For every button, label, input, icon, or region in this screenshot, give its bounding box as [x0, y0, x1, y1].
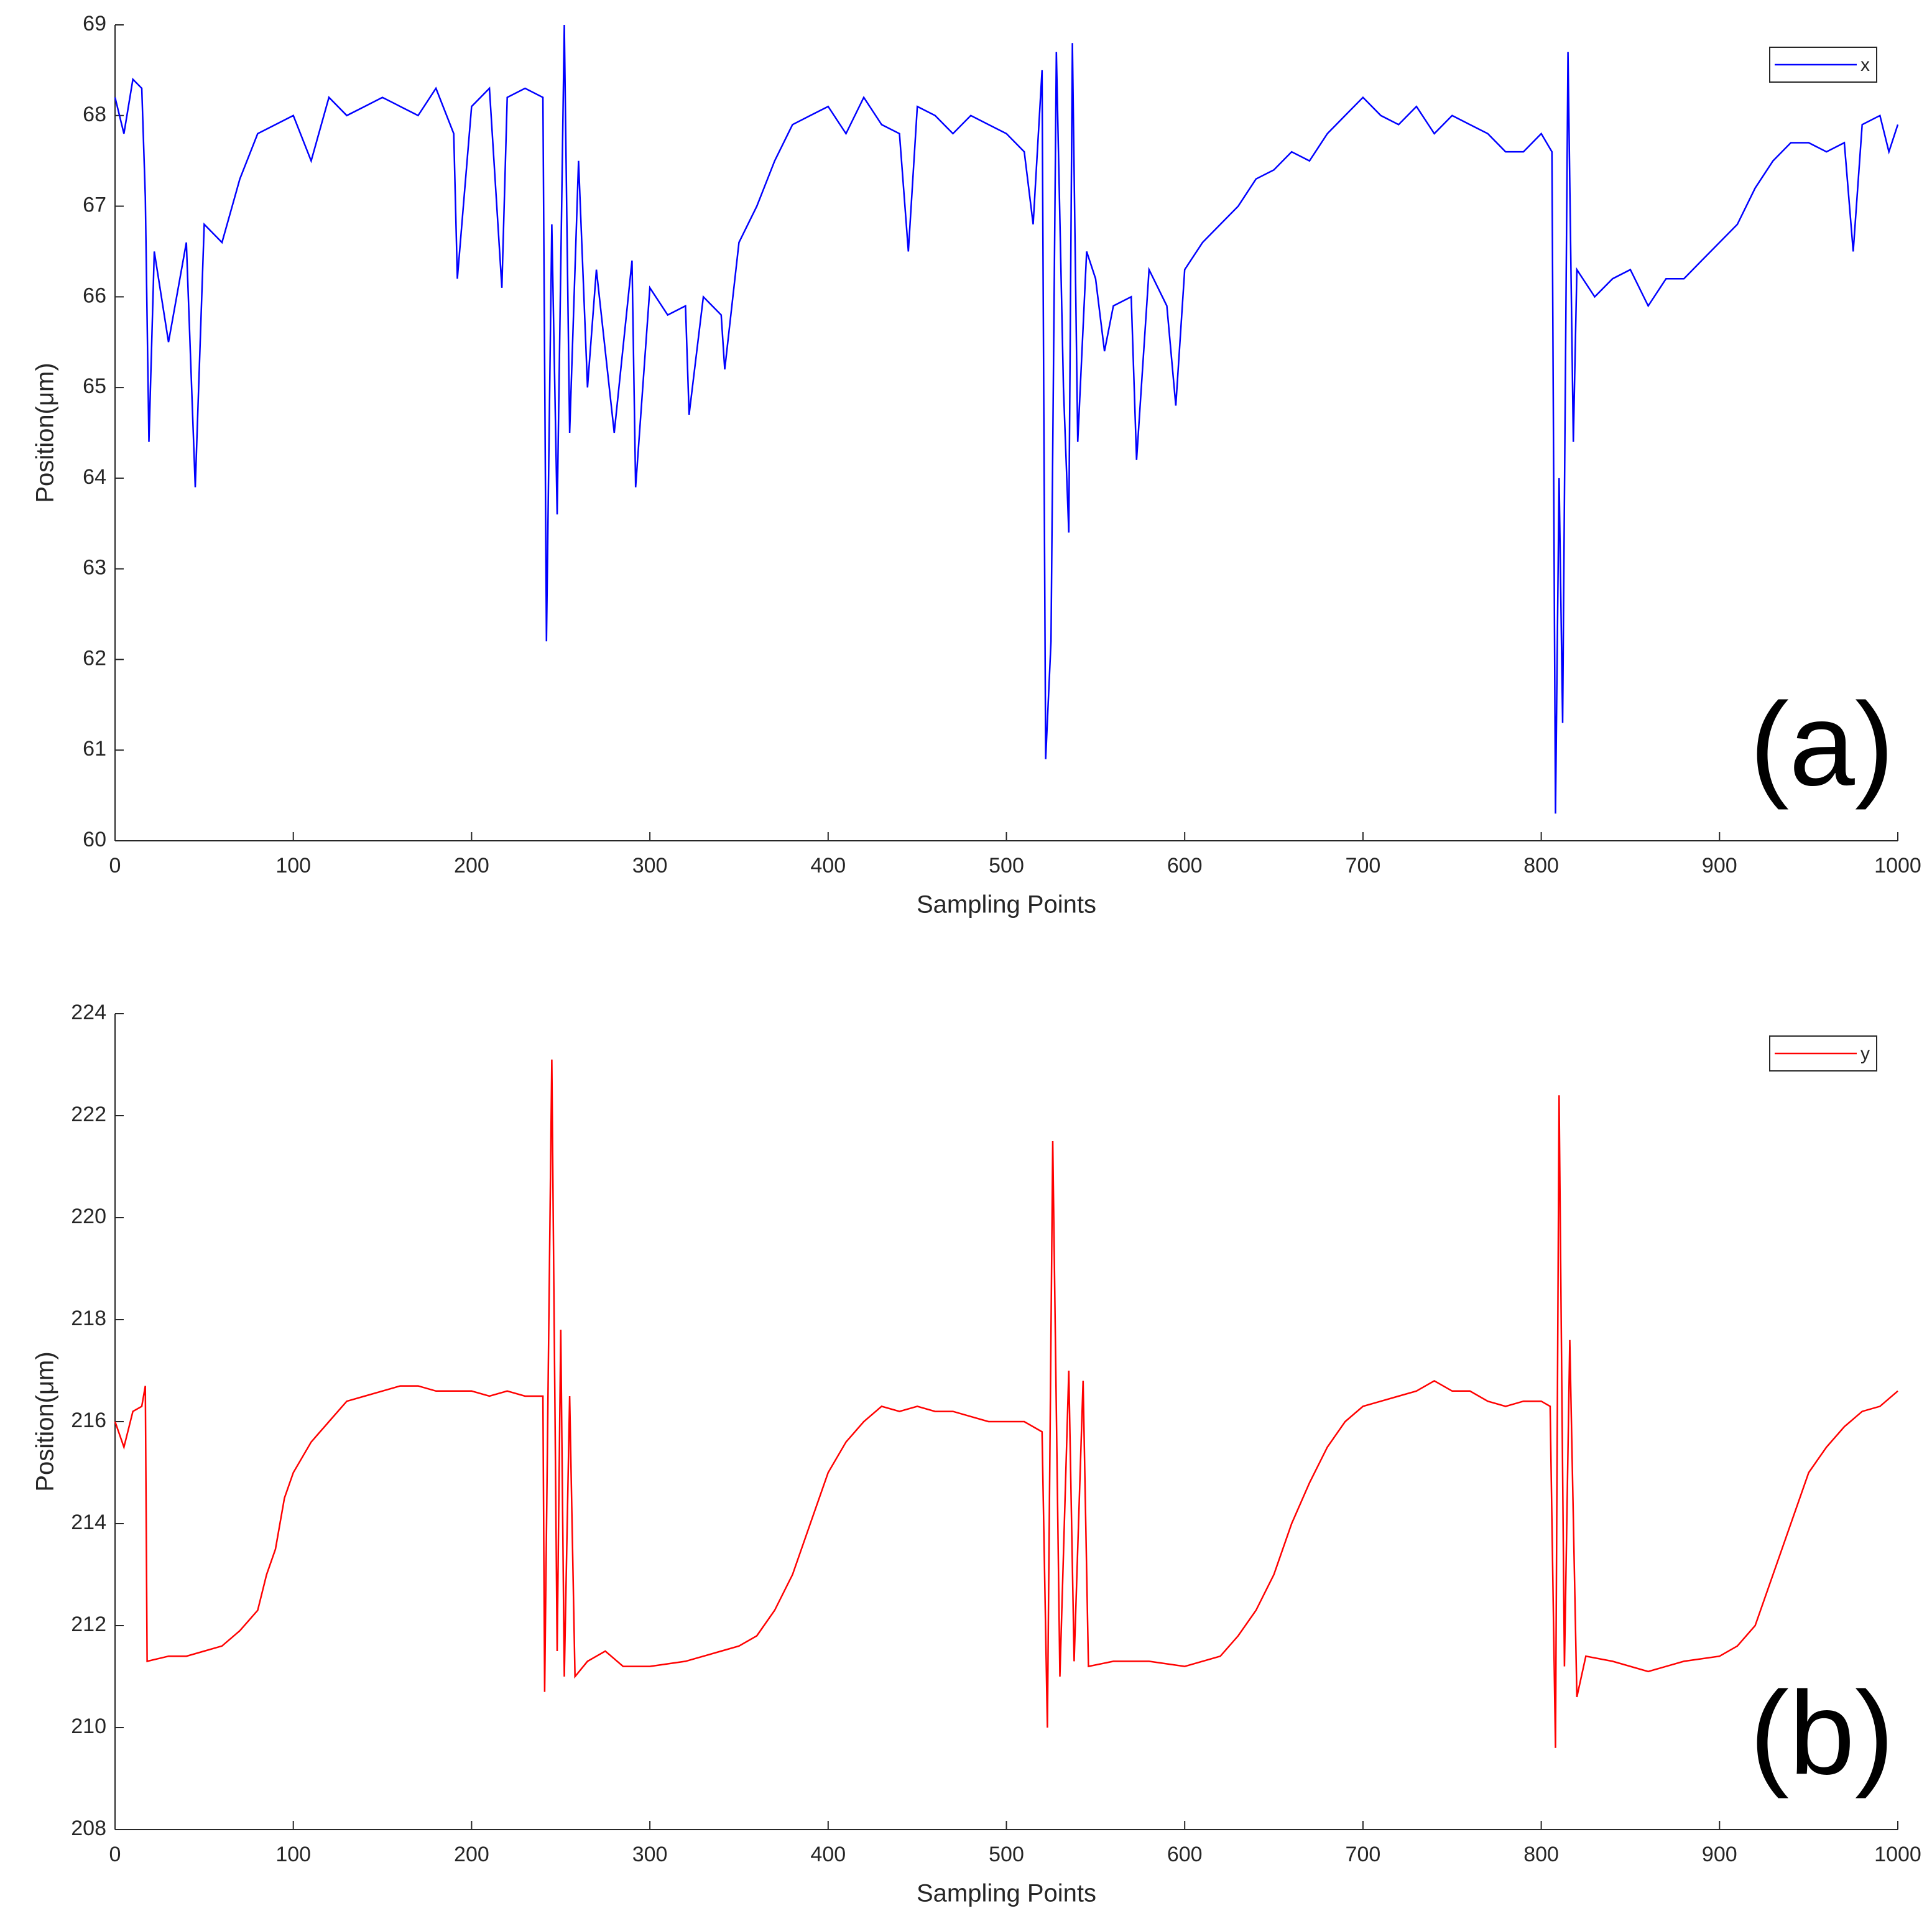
- x-tick-label: 100: [275, 1843, 311, 1866]
- legend-label: y: [1860, 1044, 1870, 1064]
- y-tick-label: 64: [83, 465, 106, 489]
- y-tick-label: 218: [71, 1307, 106, 1330]
- y-tick-label: 208: [71, 1817, 106, 1840]
- y-tick-label: 69: [83, 12, 106, 35]
- x-tick-label: 300: [632, 854, 668, 877]
- x-tick-label: 400: [810, 854, 846, 877]
- x-tick-label: 200: [454, 854, 489, 877]
- x-tick-label: 800: [1523, 1843, 1559, 1866]
- y-tick-label: 61: [83, 737, 106, 761]
- x-tick-label: 700: [1346, 1843, 1381, 1866]
- data-line: [114, 24, 1899, 814]
- y-tick-label: 220: [71, 1205, 106, 1228]
- x-tick-label: 600: [1167, 854, 1203, 877]
- x-tick-label: 1000: [1874, 1843, 1921, 1866]
- panel-label: (a): [1750, 678, 1894, 810]
- y-tick-label: 210: [71, 1715, 106, 1738]
- x-tick-label: 900: [1702, 1843, 1737, 1866]
- x-tick-label: 200: [454, 1843, 489, 1866]
- y-axis-label: Position(μm): [32, 1351, 59, 1491]
- y-tick-label: 62: [83, 646, 106, 670]
- y-tick-label: 216: [71, 1409, 106, 1432]
- data-line: [114, 1059, 1898, 1748]
- y-tick-label: 60: [83, 828, 106, 851]
- y-tick-label: 66: [83, 284, 106, 307]
- y-tick-label: 65: [83, 374, 106, 398]
- x-axis-label: Sampling Points: [917, 891, 1096, 919]
- x-tick-label: 300: [632, 1843, 668, 1866]
- y-tick-label: 63: [83, 556, 106, 580]
- x-tick-label: 500: [989, 854, 1024, 877]
- x-tick-label: 700: [1346, 854, 1381, 877]
- x-tick-label: 0: [109, 1843, 121, 1866]
- x-tick-label: 900: [1702, 854, 1737, 877]
- y-tick-label: 224: [71, 1001, 106, 1024]
- panel-label: (b): [1750, 1667, 1894, 1799]
- x-tick-label: 600: [1167, 1843, 1203, 1866]
- x-tick-label: 500: [989, 1843, 1024, 1866]
- y-tick-label: 67: [83, 193, 106, 217]
- x-tick-label: 400: [810, 1843, 846, 1866]
- x-tick-label: 1000: [1874, 854, 1921, 877]
- legend-label: x: [1860, 55, 1870, 75]
- x-axis-label: Sampling Points: [917, 1880, 1096, 1907]
- y-tick-label: 214: [71, 1511, 106, 1534]
- y-tick-label: 212: [71, 1613, 106, 1636]
- y-tick-label: 68: [83, 103, 106, 126]
- x-tick-label: 800: [1523, 854, 1559, 877]
- x-tick-label: 100: [275, 854, 311, 877]
- y-tick-label: 222: [71, 1103, 106, 1126]
- x-tick-label: 0: [109, 854, 121, 877]
- y-axis-label: Position(μm): [32, 363, 59, 502]
